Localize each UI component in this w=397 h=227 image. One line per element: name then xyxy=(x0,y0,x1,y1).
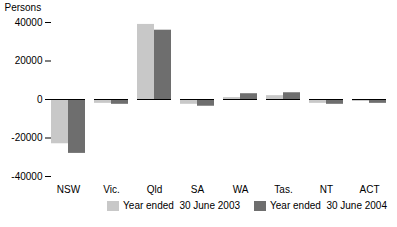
svg-text:-20000: -20000 xyxy=(11,132,43,143)
svg-text:0: 0 xyxy=(37,94,43,105)
svg-text:Vic.: Vic. xyxy=(103,184,120,195)
html-text:Year ended 30 June 2004: Year ended 30 June 2004 xyxy=(270,200,387,211)
svg-text:Qld: Qld xyxy=(147,184,163,195)
svg-text:SA: SA xyxy=(191,184,205,195)
svg-text:40000: 40000 xyxy=(15,17,43,28)
svg-text:Persons: Persons xyxy=(5,2,42,13)
svg-text:NSW: NSW xyxy=(57,184,81,195)
svg-text:NT: NT xyxy=(320,184,333,195)
svg-text:Tas.: Tas. xyxy=(274,184,292,195)
html-text:Year ended 30 June 2003: Year ended 30 June 2003 xyxy=(123,200,240,211)
svg-text:ACT: ACT xyxy=(360,184,380,195)
svg-text:-40000: -40000 xyxy=(11,171,43,182)
svg-text:WA: WA xyxy=(233,184,249,195)
svg-text:20000: 20000 xyxy=(15,55,43,66)
